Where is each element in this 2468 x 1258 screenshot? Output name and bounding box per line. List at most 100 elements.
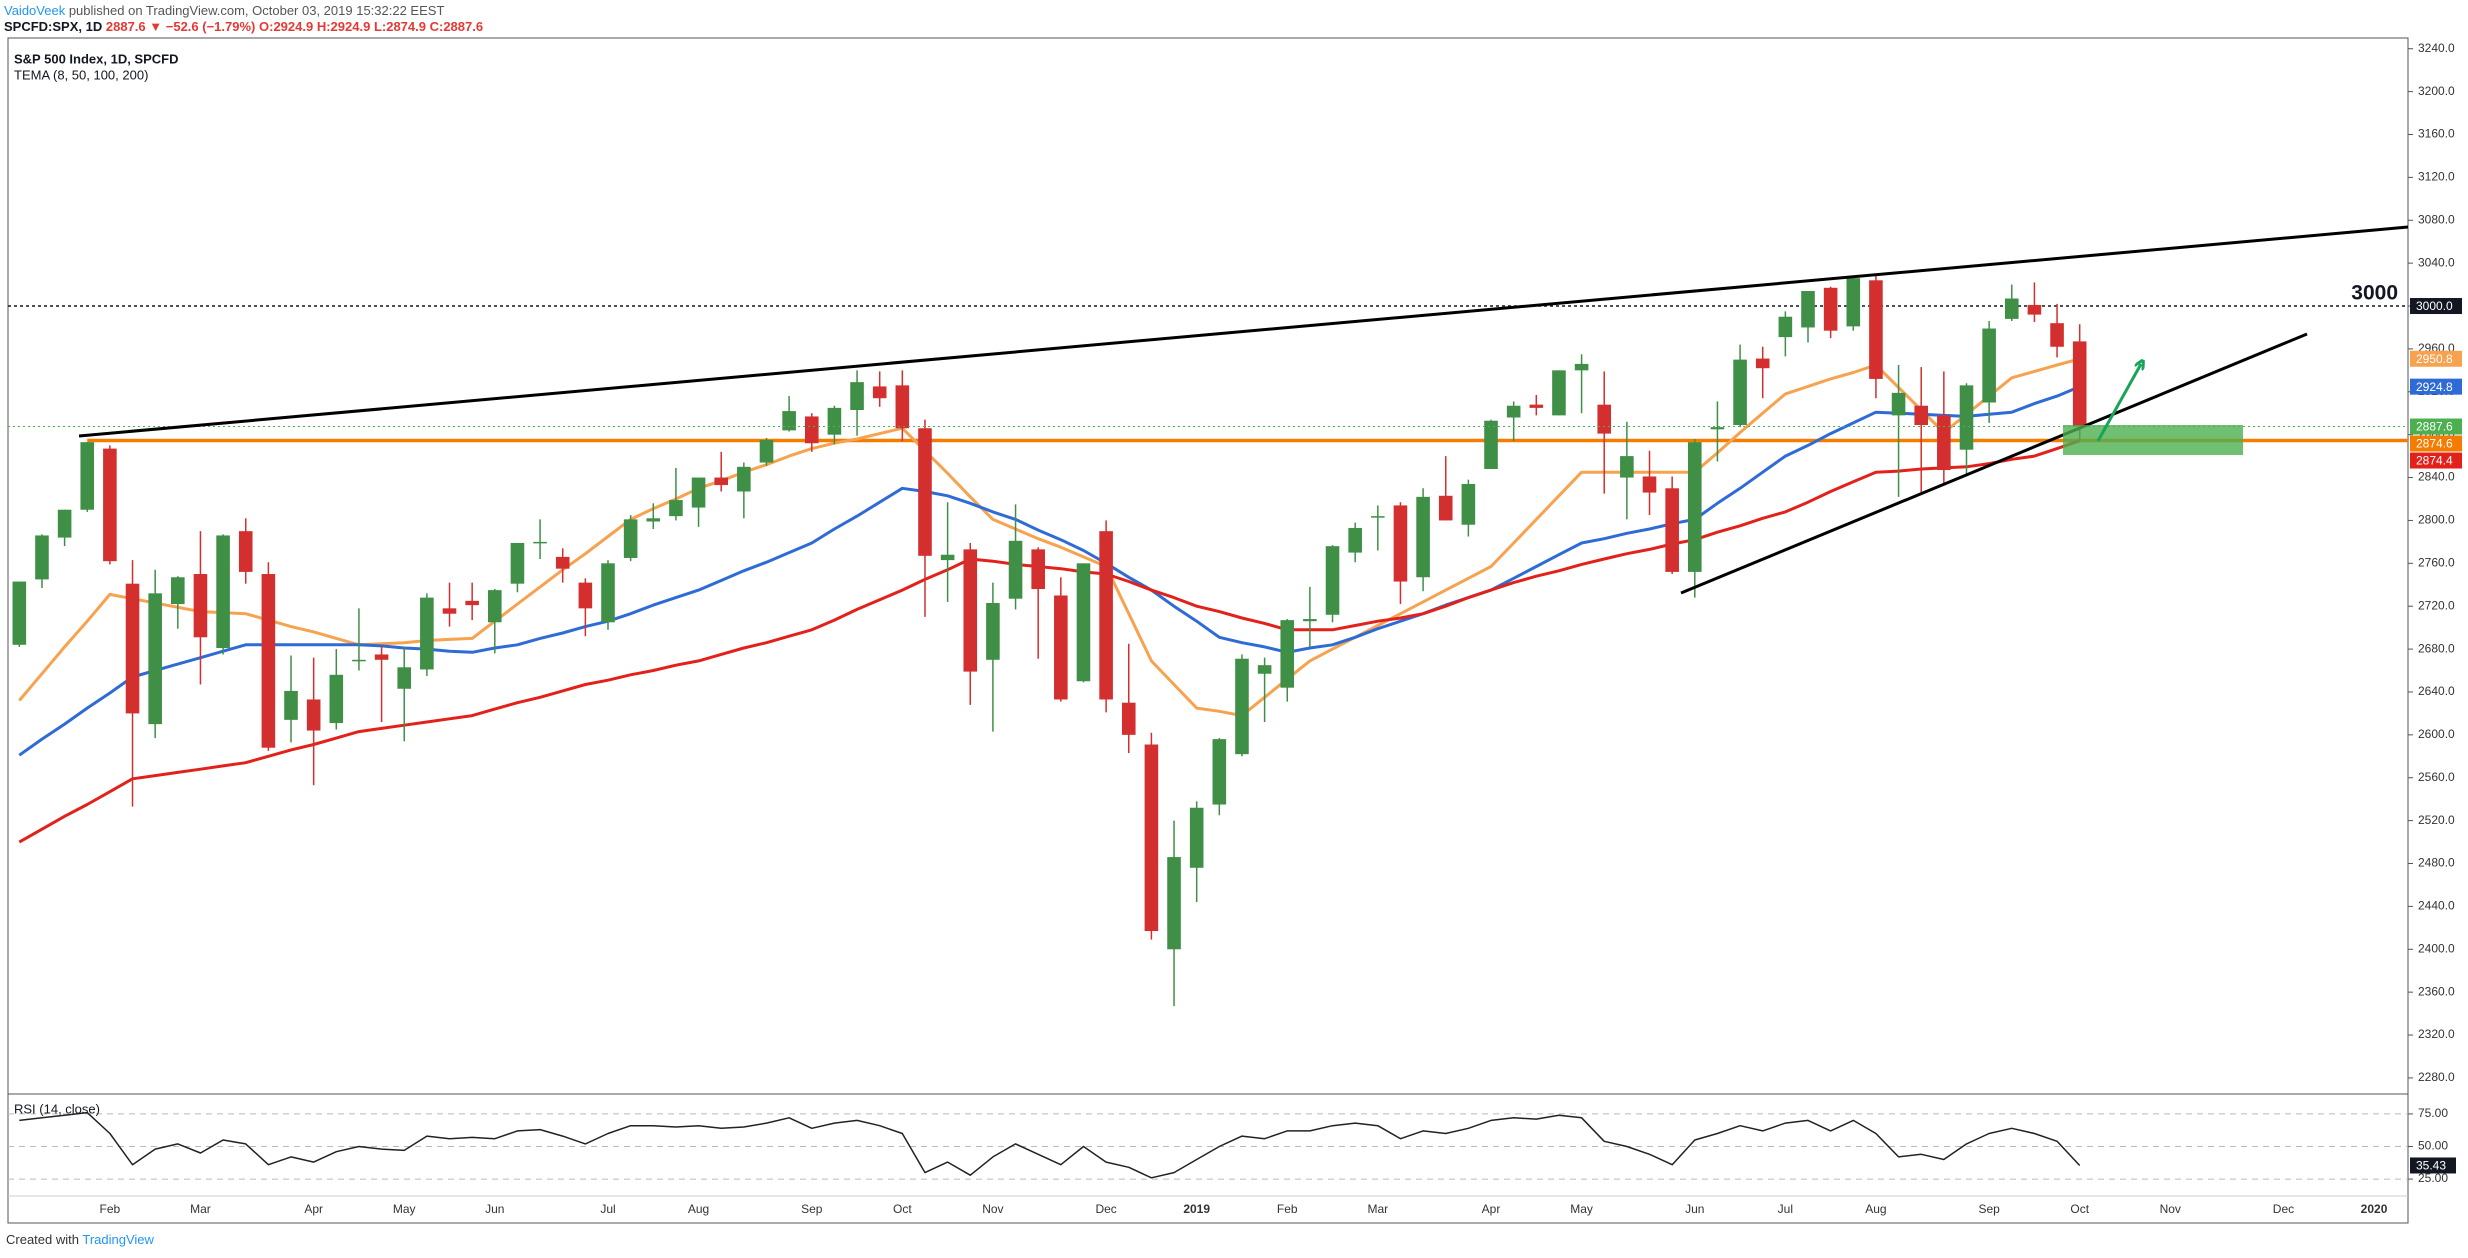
candle-body: [1552, 370, 1566, 416]
candle-body: [1869, 280, 1883, 379]
candle-body: [1144, 744, 1159, 932]
candle-body: [1280, 620, 1295, 688]
y-tick-label: 25.00: [2418, 1171, 2448, 1185]
candle-body: [1257, 665, 1272, 674]
candle-body: [1348, 527, 1362, 553]
candle-body: [261, 574, 276, 748]
x-tick-label: Nov: [982, 1202, 1003, 1216]
x-tick-label: 2019: [1183, 1202, 1210, 1216]
candle-body: [1665, 488, 1679, 572]
x-tick-label: Mar: [190, 1202, 211, 1216]
x-tick-label: Jul: [600, 1202, 615, 1216]
candle-body: [1099, 531, 1113, 700]
candle-body: [601, 563, 615, 623]
candle-body: [1620, 456, 1634, 478]
candle-body: [804, 416, 819, 444]
close: C:2887.6: [429, 19, 484, 34]
y-tick-label: 2280.0: [2418, 1070, 2455, 1084]
x-tick-label: Aug: [1865, 1202, 1886, 1216]
candle-body: [691, 477, 706, 508]
candle-body: [1461, 483, 1476, 525]
candle-body: [1642, 476, 1657, 493]
candle-body: [1778, 316, 1793, 338]
candle-body: [1167, 857, 1181, 950]
candle-body: [533, 541, 547, 544]
candle-body: [1506, 405, 1521, 418]
quote-line: SPCFD:SPX, 1D 2887.6 ▼ −52.6 (−1.79%) O:…: [4, 19, 483, 34]
candle-body: [1416, 496, 1430, 578]
candle-body: [1710, 427, 1725, 430]
price-tag-label: 3000.0: [2416, 299, 2453, 313]
price-tags: 3000.0 2950.8 2924.8 2874.4 2887.6 2874.6 35.4…: [2410, 298, 2462, 1174]
candle-body: [1733, 359, 1747, 426]
x-tick-label: May: [393, 1202, 416, 1216]
x-tick-label: Feb: [100, 1202, 121, 1216]
annotation: 3000: [2351, 282, 2398, 305]
candle-body: [918, 428, 932, 556]
candle-body: [2004, 298, 2019, 319]
trend-line: [1680, 332, 2308, 595]
candle-body: [171, 577, 185, 605]
candle-body: [1484, 420, 1498, 469]
price-tag: [2410, 452, 2462, 469]
low: L:2874.9: [373, 19, 426, 34]
x-tick-label: Feb: [1277, 1202, 1298, 1216]
y-tick-label: 2720.0: [2418, 598, 2455, 612]
candle-body: [80, 442, 95, 510]
author[interactable]: VaidoVeek: [4, 3, 66, 18]
price-tag-label: 2924.8: [2416, 380, 2453, 394]
candle-body: [872, 386, 887, 399]
arrow: [2096, 364, 2141, 442]
candle-body: [1371, 516, 1385, 518]
y-tick-label: 3240.0: [2418, 41, 2455, 55]
price-tag-label: 2887.6: [2416, 420, 2453, 434]
candle-body: [578, 582, 593, 609]
y-tick-label: 2560.0: [2418, 770, 2455, 784]
footer: Created with TradingView: [6, 1232, 154, 1247]
candle-body: [284, 690, 298, 720]
y-tick-label: 2440.0: [2418, 899, 2455, 913]
candle-body: [963, 549, 978, 672]
open: O:2924.9: [259, 19, 314, 34]
candle-body: [193, 574, 208, 638]
candle-body: [148, 593, 162, 725]
candle-body: [827, 407, 842, 435]
candle-body: [1597, 404, 1612, 434]
change: ▼ −52.6 (−1.79%): [149, 19, 256, 34]
footer-text: Created with: [6, 1232, 79, 1247]
x-tick-label: Dec: [1095, 1202, 1116, 1216]
y-tick-label: 2360.0: [2418, 984, 2455, 998]
drawings: [78, 225, 2409, 595]
candle-body: [1937, 415, 1951, 471]
candle-body: [442, 608, 457, 614]
rsi-pane: [8, 1111, 2408, 1180]
brand[interactable]: TradingView: [82, 1232, 154, 1247]
chart-title: S&P 500 Index, 1D, SPCFD: [14, 51, 179, 66]
candle-body: [737, 466, 751, 492]
y-tick-label: 2600.0: [2418, 727, 2455, 741]
x-tick-label: 2020: [2361, 1202, 2388, 1216]
candle-body: [646, 518, 661, 522]
candle-body: [2050, 323, 2064, 347]
candle-body: [1325, 546, 1340, 615]
y-tick-label: 3160.0: [2418, 127, 2455, 141]
candle-body: [940, 554, 955, 561]
x-tick-label: Mar: [1367, 1202, 1388, 1216]
tema-line: [18, 439, 2081, 844]
x-tick-label: Sep: [1978, 1202, 2000, 1216]
candle-body: [465, 600, 479, 606]
candle-body: [125, 583, 140, 714]
price-tag-label: 2950.8: [2416, 352, 2453, 366]
candle-body: [2072, 341, 2087, 427]
price-tag: [2410, 350, 2462, 367]
candle-body: [12, 581, 27, 645]
x-tick-label: Sep: [801, 1202, 823, 1216]
candle-body: [35, 535, 49, 580]
x-tick-label: Jun: [485, 1202, 504, 1216]
candle-body: [103, 448, 117, 562]
candle-body: [623, 519, 638, 558]
rsi-title: RSI (14, close): [14, 1101, 100, 1116]
chart-subtitle: TEMA (8, 50, 100, 200): [14, 67, 148, 82]
y-tick-label: 2520.0: [2418, 813, 2455, 827]
